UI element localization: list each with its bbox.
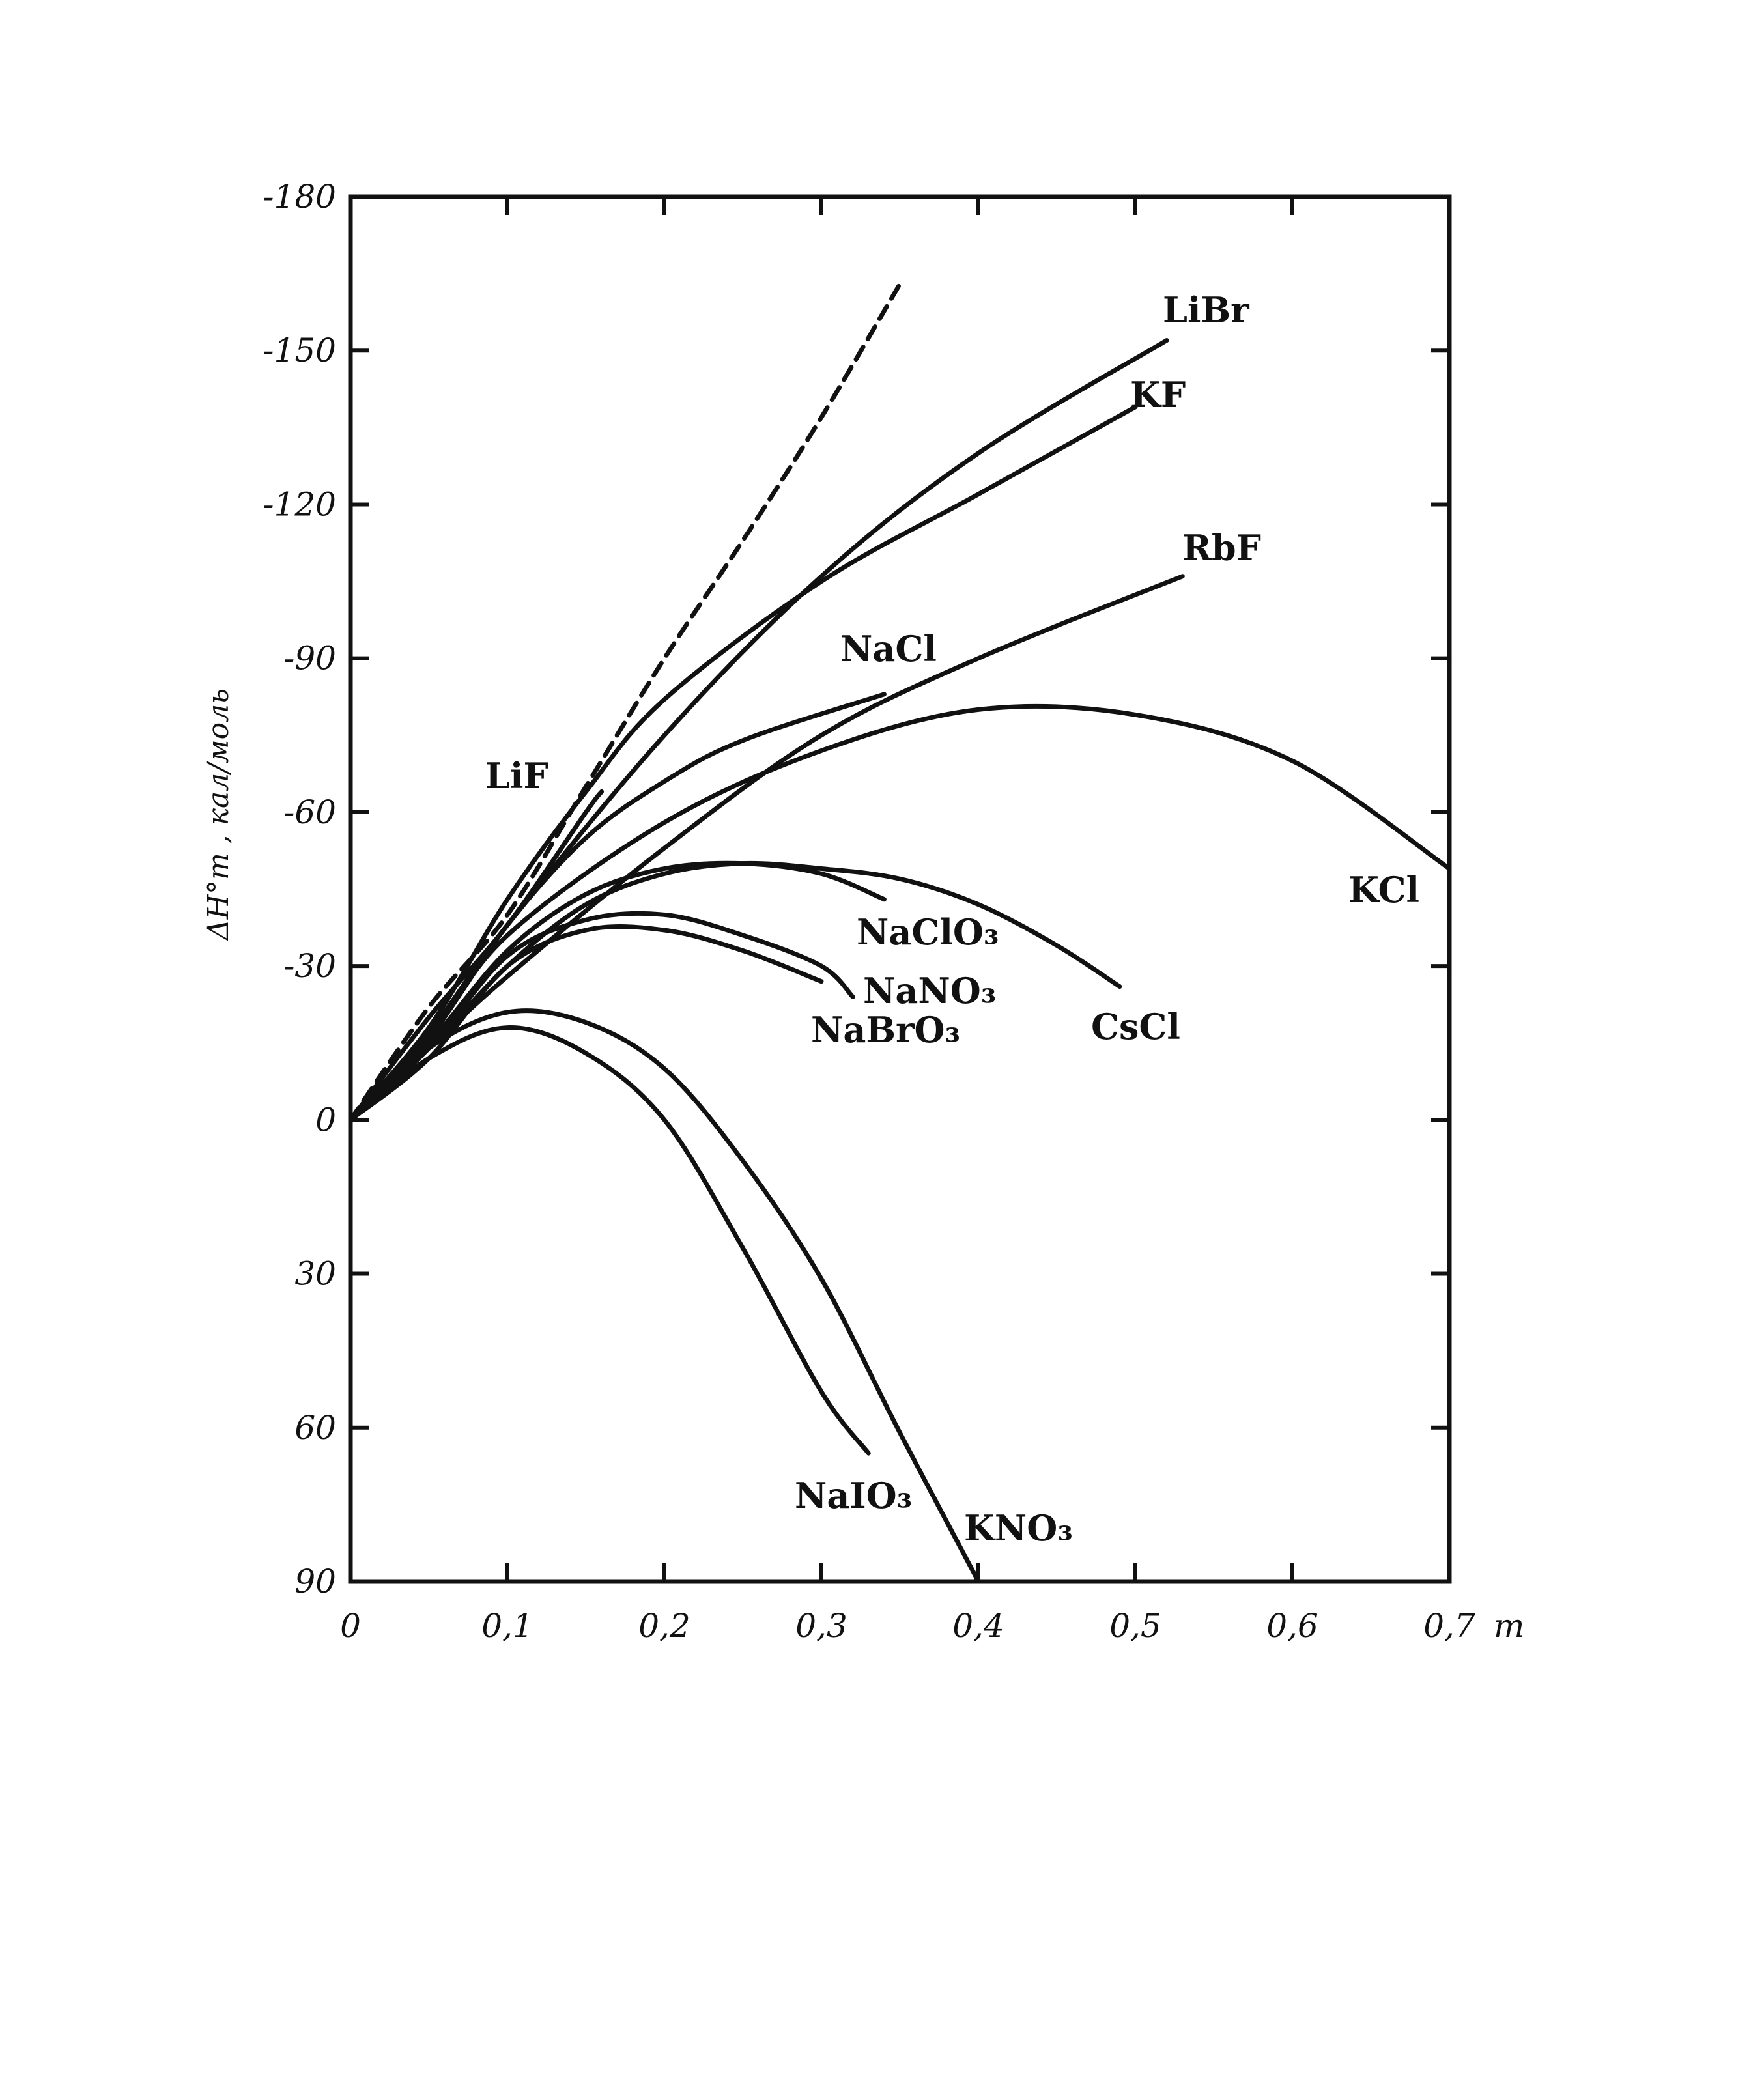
x-tick-label: 0 (340, 1607, 361, 1645)
y-tick-label: -60 (283, 793, 336, 831)
x-tick-label: 0,3 (795, 1607, 847, 1645)
series-line-kcl (348, 703, 1452, 1122)
x-tick-label: 0,1 (481, 1607, 533, 1645)
series-label-naio: NaIO₃ (795, 1475, 912, 1516)
series-line-naclo (348, 860, 887, 1122)
plot-frame (348, 194, 1452, 1584)
series-label-cscl: CsCl (1091, 1006, 1180, 1047)
y-tick-label: 0 (315, 1101, 336, 1139)
x-tick-label: 0,5 (1109, 1607, 1161, 1645)
series-label-lif: LiF (485, 755, 548, 797)
series-line-kno (348, 1008, 981, 1584)
y-tick-label: 30 (294, 1255, 336, 1293)
series-label-nacl: NaCl (840, 628, 937, 670)
y-tick-label: -150 (263, 332, 336, 369)
y-tick-label: -90 (283, 640, 336, 677)
x-axis-title: m (1494, 1607, 1524, 1645)
series-label-nano: NaNO₃ (863, 970, 996, 1012)
series-label-libr: LiBr (1163, 289, 1249, 331)
series-line-naio (348, 1025, 871, 1456)
x-tick-label: 0,2 (638, 1607, 690, 1645)
series-label-nabro: NaBrO₃ (811, 1009, 960, 1051)
x-tick-label: 0,6 (1266, 1607, 1318, 1645)
x-tick-label: 0,4 (952, 1607, 1004, 1645)
series-labels: LiF LiBr KF RbF NaCl KCl NaClO₃ CsCl NaNO₃NaBrO₃… (485, 289, 1419, 1549)
y-tick-label: 60 (294, 1409, 336, 1447)
series-label-kno: KNO₃ (964, 1507, 1073, 1549)
series-label-kf: KF (1130, 374, 1186, 416)
series-line-lif (348, 789, 605, 1122)
plot-border (348, 194, 1452, 1584)
series-layer (348, 281, 1452, 1584)
tick-labels: 0 0,1 0,2 0,3 0,4 0,5 0,6 0,7 m -180 -150 -120 -90 -6… (263, 178, 1525, 1645)
series-line-rbf (348, 574, 1185, 1122)
series-line-kf (348, 404, 1138, 1122)
y-tick-label: -30 (283, 947, 336, 985)
x-tick-label: 0,7 (1423, 1607, 1475, 1645)
y-tick-label: -120 (263, 485, 336, 523)
series-line-reference-dashed (348, 281, 902, 1122)
series-line-libr (348, 338, 1169, 1122)
y-tick-label: -180 (263, 178, 336, 216)
series-label-naclo: NaClO₃ (857, 911, 999, 953)
series-line-cscl (348, 860, 1122, 1122)
series-label-kcl: KCl (1348, 869, 1419, 911)
y-axis-title: ΔH°m , кал/моль (202, 688, 235, 941)
y-tick-label: 90 (294, 1563, 336, 1600)
series-label-rbf: RbF (1182, 527, 1261, 569)
series-line-nano (348, 911, 855, 1122)
